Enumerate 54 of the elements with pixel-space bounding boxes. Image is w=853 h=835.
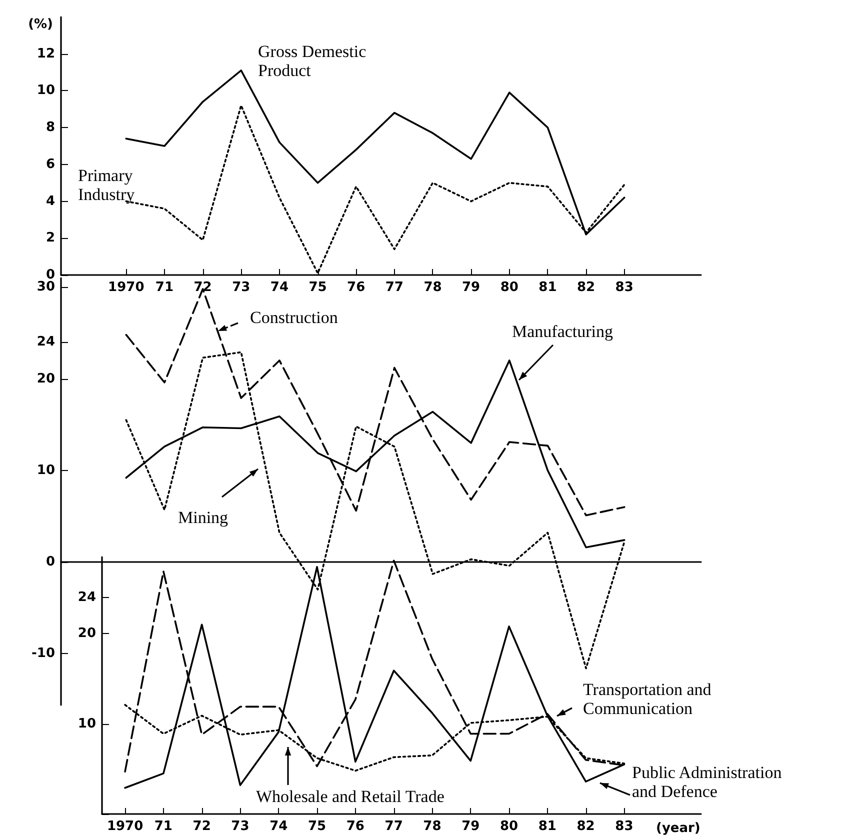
x-tick-label: 81	[538, 280, 557, 295]
series-label: Gross Demestic Product	[258, 42, 370, 80]
x-tick-label: 82	[576, 280, 596, 295]
x-tick-label: 79	[462, 819, 480, 834]
series-label: Wholesale and Retail Trade	[256, 787, 444, 806]
x-tick-label: 72	[194, 280, 212, 295]
y-tick-label: 24	[36, 334, 55, 350]
x-tick-label: 77	[385, 280, 404, 295]
x-tick-label: 74	[270, 280, 288, 295]
x-tick-label: 83	[615, 280, 634, 295]
x-tick-label: 74	[270, 819, 288, 834]
x-tick-label: 76	[346, 819, 364, 834]
x-tick-label: 76	[347, 280, 366, 295]
x-tick-label: 81	[538, 819, 556, 834]
legend-label: Public Administration and Defence	[632, 763, 786, 801]
x-tick-label: 71	[155, 280, 174, 295]
y-tick-label: 20	[36, 371, 55, 386]
y-axis-title: (%)	[28, 17, 53, 32]
series-label: Transportation and Communication	[583, 680, 716, 718]
x-axis-title: (year)	[656, 821, 700, 835]
x-tick-label: 72	[192, 819, 211, 834]
y-tick-label: 30	[36, 280, 55, 295]
x-tick-label: 80	[500, 280, 518, 295]
y-tick-label: 10	[36, 83, 55, 98]
x-tick-label: 1970	[108, 280, 144, 295]
y-tick-label: 10	[36, 462, 55, 478]
y-tick-label: 12	[36, 46, 55, 62]
y-tick-label: 4	[46, 194, 55, 209]
x-tick-label: 73	[231, 819, 250, 834]
series-label: Mining	[178, 508, 229, 527]
x-tick-label: 73	[232, 280, 250, 295]
x-tick-label: 75	[308, 819, 326, 834]
x-tick-label: 82	[576, 819, 595, 834]
y-tick-label: 0	[46, 554, 55, 570]
x-tick-label: 71	[154, 819, 172, 834]
y-tick-label: 2	[46, 230, 55, 246]
y-tick-label: 20	[78, 626, 96, 642]
legend-label: Construction	[250, 308, 338, 327]
series-label: Manufacturing	[512, 322, 614, 341]
y-tick-label: 8	[46, 120, 55, 136]
x-tick-label: 78	[424, 280, 442, 295]
x-tick-label: 83	[615, 819, 634, 834]
x-tick-label: 1970	[106, 819, 144, 834]
y-tick-label: 0	[46, 268, 55, 282]
y-tick-label: 6	[46, 156, 55, 172]
x-tick-label: 75	[308, 280, 327, 295]
series-label: Primary Industry	[78, 166, 138, 204]
x-tick-label: 78	[423, 819, 442, 834]
y-tick-label: -10	[32, 646, 55, 662]
x-tick-label: 77	[384, 819, 403, 834]
x-tick-label: 80	[500, 819, 518, 834]
y-tick-label: 10	[78, 716, 96, 732]
y-tick-label: 24	[78, 590, 96, 606]
x-tick-label: 79	[462, 280, 480, 295]
